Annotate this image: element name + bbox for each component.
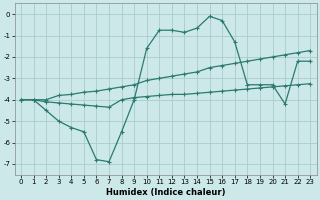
X-axis label: Humidex (Indice chaleur): Humidex (Indice chaleur) (106, 188, 225, 197)
